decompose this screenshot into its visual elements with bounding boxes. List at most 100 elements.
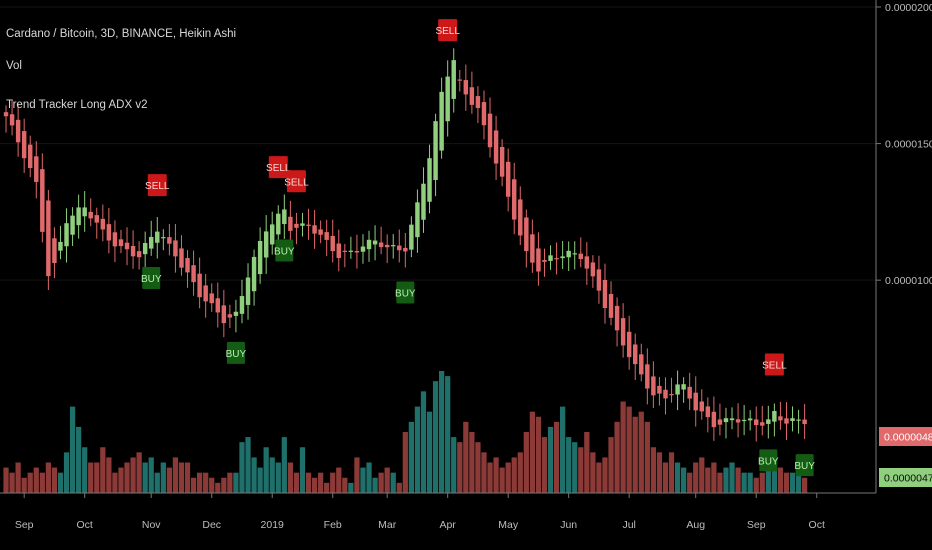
volume-bar bbox=[378, 472, 384, 493]
volume-bar bbox=[699, 457, 705, 493]
volume-bar bbox=[203, 472, 209, 493]
sell-signal bbox=[268, 156, 288, 179]
candle-body bbox=[578, 253, 583, 260]
volume-bar bbox=[112, 472, 118, 493]
candle-body bbox=[512, 179, 517, 220]
volume-bar bbox=[39, 472, 45, 493]
trade-signals: SELL BUY BUY SELL BUY SELL BUY SELL SELL BUY BUY bbox=[141, 19, 815, 477]
candle-body bbox=[711, 411, 717, 428]
candle-body bbox=[493, 130, 499, 164]
candle-body bbox=[681, 384, 686, 390]
volume-bar bbox=[511, 457, 517, 493]
sell-signal-label: SELL bbox=[762, 360, 787, 371]
volume-bar bbox=[372, 477, 378, 493]
buy-signal-label: BUY bbox=[395, 288, 416, 299]
candle-body bbox=[142, 243, 148, 255]
volume-bar bbox=[82, 447, 88, 493]
candle-body bbox=[136, 251, 142, 258]
candle-body bbox=[300, 223, 305, 226]
candle-body bbox=[772, 410, 777, 422]
volume-bar bbox=[63, 452, 70, 493]
volume-bar bbox=[475, 442, 481, 493]
time-axis[interactable]: Sep Oct Nov Dec 2019 Feb Mar Apr May Jun Jul Aug Sep… bbox=[15, 493, 825, 531]
candle-body bbox=[270, 224, 275, 245]
buy-signal bbox=[759, 449, 778, 472]
volume-bar bbox=[420, 391, 427, 493]
candle-body bbox=[82, 207, 87, 217]
volume-bar bbox=[759, 472, 765, 493]
candle-body bbox=[524, 217, 529, 252]
candle-body bbox=[88, 211, 93, 219]
candle-body bbox=[239, 296, 245, 314]
volume-bar bbox=[136, 452, 142, 493]
time-tick-label: Feb bbox=[324, 519, 342, 531]
candle-body bbox=[723, 418, 729, 423]
volume-bar bbox=[638, 411, 644, 493]
candle-body bbox=[651, 376, 656, 396]
symbol-title[interactable]: Cardano / Bitcoin, 3D, BINANCE, Heikin A… bbox=[6, 28, 237, 40]
candle-body bbox=[318, 229, 323, 235]
candlesticks bbox=[3, 48, 807, 442]
volume-bar bbox=[711, 462, 717, 493]
sell-signal-label: SELL bbox=[145, 181, 170, 192]
buy-signal bbox=[226, 341, 245, 364]
buy-signal bbox=[142, 266, 161, 289]
volume-bar bbox=[541, 437, 548, 493]
candle-body bbox=[52, 238, 57, 264]
candle-body bbox=[784, 418, 789, 424]
buy-signal bbox=[275, 239, 294, 262]
volume-bar bbox=[553, 421, 560, 493]
candle-body bbox=[276, 213, 281, 235]
candle-body bbox=[505, 161, 511, 197]
candle-body bbox=[384, 244, 390, 248]
volume-bar bbox=[596, 462, 602, 493]
volume-bar bbox=[245, 437, 251, 493]
time-tick-label: Sep bbox=[747, 519, 766, 531]
candle-body bbox=[306, 224, 311, 226]
candle-body bbox=[130, 245, 136, 257]
volume-bar bbox=[402, 432, 408, 493]
volume-bar bbox=[481, 452, 487, 493]
candle-body bbox=[342, 250, 348, 252]
candle-body bbox=[608, 294, 614, 318]
candle-body bbox=[70, 215, 75, 235]
volume-bar bbox=[342, 477, 348, 493]
time-tick-label: Sep bbox=[15, 519, 34, 531]
candle-body bbox=[657, 385, 662, 394]
candle-body bbox=[554, 258, 559, 260]
candle-body bbox=[590, 262, 596, 277]
volume-bar bbox=[263, 447, 269, 493]
candle-body bbox=[58, 241, 63, 251]
candle-body bbox=[596, 269, 602, 291]
candle-body bbox=[663, 389, 668, 399]
volume-bar bbox=[293, 472, 300, 493]
volume-bar bbox=[426, 411, 433, 493]
volume-bar bbox=[729, 462, 735, 493]
candle-body bbox=[699, 401, 704, 412]
time-tick-label: Jun bbox=[560, 519, 577, 531]
sell-signal bbox=[147, 174, 167, 197]
volume-bar bbox=[76, 426, 82, 493]
time-tick-label: Oct bbox=[809, 519, 825, 531]
candle-body bbox=[572, 253, 577, 255]
candle-body bbox=[475, 96, 481, 109]
volume-bar bbox=[723, 467, 729, 493]
volume-bar bbox=[747, 472, 753, 493]
volume-indicator-label[interactable]: Vol bbox=[6, 60, 22, 72]
strategy-indicator-label[interactable]: Trend Tracker Long ADX v2 bbox=[6, 99, 148, 111]
candle-body bbox=[397, 245, 402, 251]
candle-body bbox=[185, 258, 190, 273]
candle-body bbox=[28, 144, 33, 169]
volume-bar bbox=[487, 462, 493, 493]
candle-body bbox=[439, 91, 444, 151]
candle-body bbox=[620, 318, 626, 346]
candle-body bbox=[766, 419, 771, 424]
volume-bar bbox=[687, 472, 693, 493]
volume-bar bbox=[148, 457, 154, 493]
sell-signal-label: SELL bbox=[435, 26, 460, 37]
candle-body bbox=[760, 422, 765, 426]
volume-bar bbox=[469, 432, 475, 493]
